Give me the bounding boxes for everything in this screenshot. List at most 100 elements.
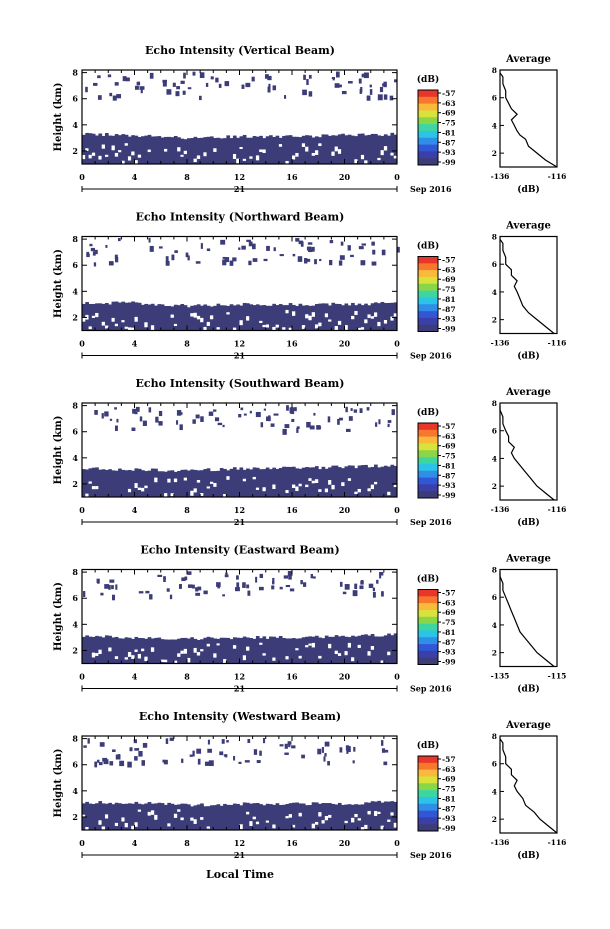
echo-speckle xyxy=(251,76,255,82)
echo-speckle xyxy=(99,742,105,747)
average-title: Average xyxy=(505,221,551,232)
echo-gap xyxy=(127,488,132,493)
echo-column xyxy=(101,469,106,497)
echo-speckle xyxy=(361,73,366,78)
echo-speckle xyxy=(352,760,355,764)
x-tick-label: 0 xyxy=(394,838,400,848)
echo-column xyxy=(187,307,191,331)
echo-speckle xyxy=(366,407,370,411)
echo-speckle xyxy=(200,416,204,422)
echo-column xyxy=(308,805,313,830)
echo-column xyxy=(308,467,313,497)
echo-column xyxy=(183,305,188,331)
echo-column xyxy=(393,633,398,664)
average-title: Average xyxy=(505,554,551,565)
echo-column xyxy=(324,635,329,664)
echo-speckle xyxy=(306,258,311,262)
colorbar-tick-label: -93 xyxy=(442,648,456,657)
echo-speckle xyxy=(100,592,104,596)
echo-gap xyxy=(124,326,128,329)
echo-gap xyxy=(127,156,132,161)
echo-speckle xyxy=(232,257,237,262)
echo-speckle xyxy=(248,241,253,247)
echo-column xyxy=(157,637,162,664)
echo-column xyxy=(357,465,362,497)
echo-column xyxy=(187,804,191,830)
echo-column xyxy=(134,302,139,331)
echo-gap xyxy=(334,650,338,655)
echo-speckle xyxy=(381,740,384,746)
echo-speckle xyxy=(245,82,251,88)
echo-speckle xyxy=(114,407,117,410)
echo-speckle xyxy=(372,587,376,592)
echo-speckle xyxy=(339,255,345,260)
echo-speckle xyxy=(165,260,170,266)
echo-column xyxy=(374,636,378,664)
average-y-tick-label: 6 xyxy=(492,94,497,103)
echo-column xyxy=(104,469,109,497)
echo-speckle xyxy=(236,575,239,580)
echo-speckle xyxy=(372,591,376,598)
echo-gap xyxy=(390,152,394,156)
echo-speckle xyxy=(217,583,221,589)
echo-gap xyxy=(360,327,365,330)
echo-column xyxy=(383,465,388,497)
echo-column xyxy=(255,636,260,664)
echo-column xyxy=(278,636,283,664)
echo-speckle xyxy=(296,427,299,433)
echo-column xyxy=(278,804,283,830)
day-label: 21 xyxy=(234,184,245,194)
colorbar-tick-label: -69 xyxy=(442,109,456,118)
echo-speckle xyxy=(366,95,371,101)
echo-gap xyxy=(193,647,197,653)
echo-gap xyxy=(124,143,128,146)
x-tick-label: 0 xyxy=(79,339,85,349)
echo-gap xyxy=(167,823,171,827)
echo-gap xyxy=(91,652,99,658)
echo-column xyxy=(334,804,339,830)
echo-speckle xyxy=(340,241,344,246)
echo-gap xyxy=(216,643,220,646)
echo-speckle xyxy=(107,74,112,78)
echo-speckle xyxy=(183,72,186,79)
echo-gap xyxy=(249,156,253,159)
x-tick-label: 0 xyxy=(394,672,400,682)
x-tick-label: 12 xyxy=(234,672,245,682)
average-y-tick-label: 6 xyxy=(492,760,497,769)
average-x-tick-label: -116 xyxy=(548,339,567,348)
echo-speckle xyxy=(244,760,250,763)
echo-column xyxy=(131,301,135,331)
echo-gap xyxy=(255,487,260,490)
echo-speckle xyxy=(149,594,153,600)
echo-speckle xyxy=(208,760,214,767)
colorbar-swatch xyxy=(418,130,438,139)
echo-gap xyxy=(285,309,289,314)
echo-speckle xyxy=(259,573,264,578)
colorbar-tick-label: -99 xyxy=(442,158,456,167)
echo-column xyxy=(321,802,326,830)
echo-speckle xyxy=(189,754,193,757)
echo-speckle xyxy=(339,747,343,753)
average-x-tick-label: -116 xyxy=(548,505,567,514)
echo-column xyxy=(200,803,204,830)
echo-column xyxy=(239,637,244,664)
echo-speckle xyxy=(256,760,261,764)
echo-column xyxy=(360,634,365,664)
echo-gap xyxy=(374,481,378,485)
y-tick-label: 8 xyxy=(72,234,78,244)
colorbar-swatch xyxy=(418,824,438,832)
echo-column xyxy=(328,305,332,331)
echo-column xyxy=(124,134,129,164)
echo-column xyxy=(127,469,132,497)
echo-gap xyxy=(232,153,237,159)
echo-speckle xyxy=(111,594,116,601)
echo-speckle xyxy=(224,574,229,578)
colorbar-swatch xyxy=(418,817,438,825)
echo-gap xyxy=(144,656,151,662)
echo-column xyxy=(301,467,306,497)
echo-gap xyxy=(114,822,119,827)
echo-gap xyxy=(301,325,309,329)
echo-column xyxy=(367,467,372,497)
echo-column xyxy=(213,638,217,664)
echo-column xyxy=(223,305,227,331)
